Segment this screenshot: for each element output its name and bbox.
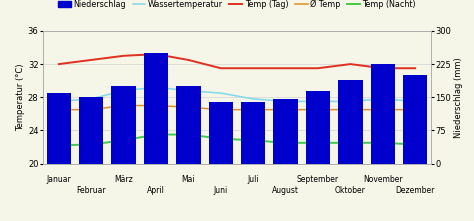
Legend: Niederschlag, Wassertemperatur, Temp (Tag), Ø Temp, Temp (Nacht): Niederschlag, Wassertemperatur, Temp (Ta… — [58, 0, 416, 9]
Bar — [111, 86, 136, 164]
Bar — [403, 75, 427, 164]
Bar — [241, 102, 265, 164]
Bar — [176, 86, 201, 164]
Text: August: August — [272, 186, 299, 195]
Bar — [79, 97, 103, 164]
Bar — [273, 99, 298, 164]
Text: April: April — [147, 186, 165, 195]
Y-axis label: Niederschlag (mm): Niederschlag (mm) — [454, 57, 463, 138]
Text: Mai: Mai — [182, 175, 195, 184]
Text: Februar: Februar — [76, 186, 106, 195]
Bar — [209, 102, 233, 164]
Text: September: September — [297, 175, 339, 184]
Text: Oktober: Oktober — [335, 186, 366, 195]
Bar — [144, 53, 168, 164]
Bar — [306, 91, 330, 164]
Text: November: November — [363, 175, 402, 184]
Bar — [371, 64, 395, 164]
Text: Januar: Januar — [46, 175, 71, 184]
Text: Juni: Juni — [214, 186, 228, 195]
Text: März: März — [114, 175, 133, 184]
Bar — [338, 80, 363, 164]
Bar — [47, 93, 71, 164]
Text: Juli: Juli — [247, 175, 259, 184]
Text: Dezember: Dezember — [395, 186, 435, 195]
Y-axis label: Temperatur (°C): Temperatur (°C) — [16, 63, 25, 131]
